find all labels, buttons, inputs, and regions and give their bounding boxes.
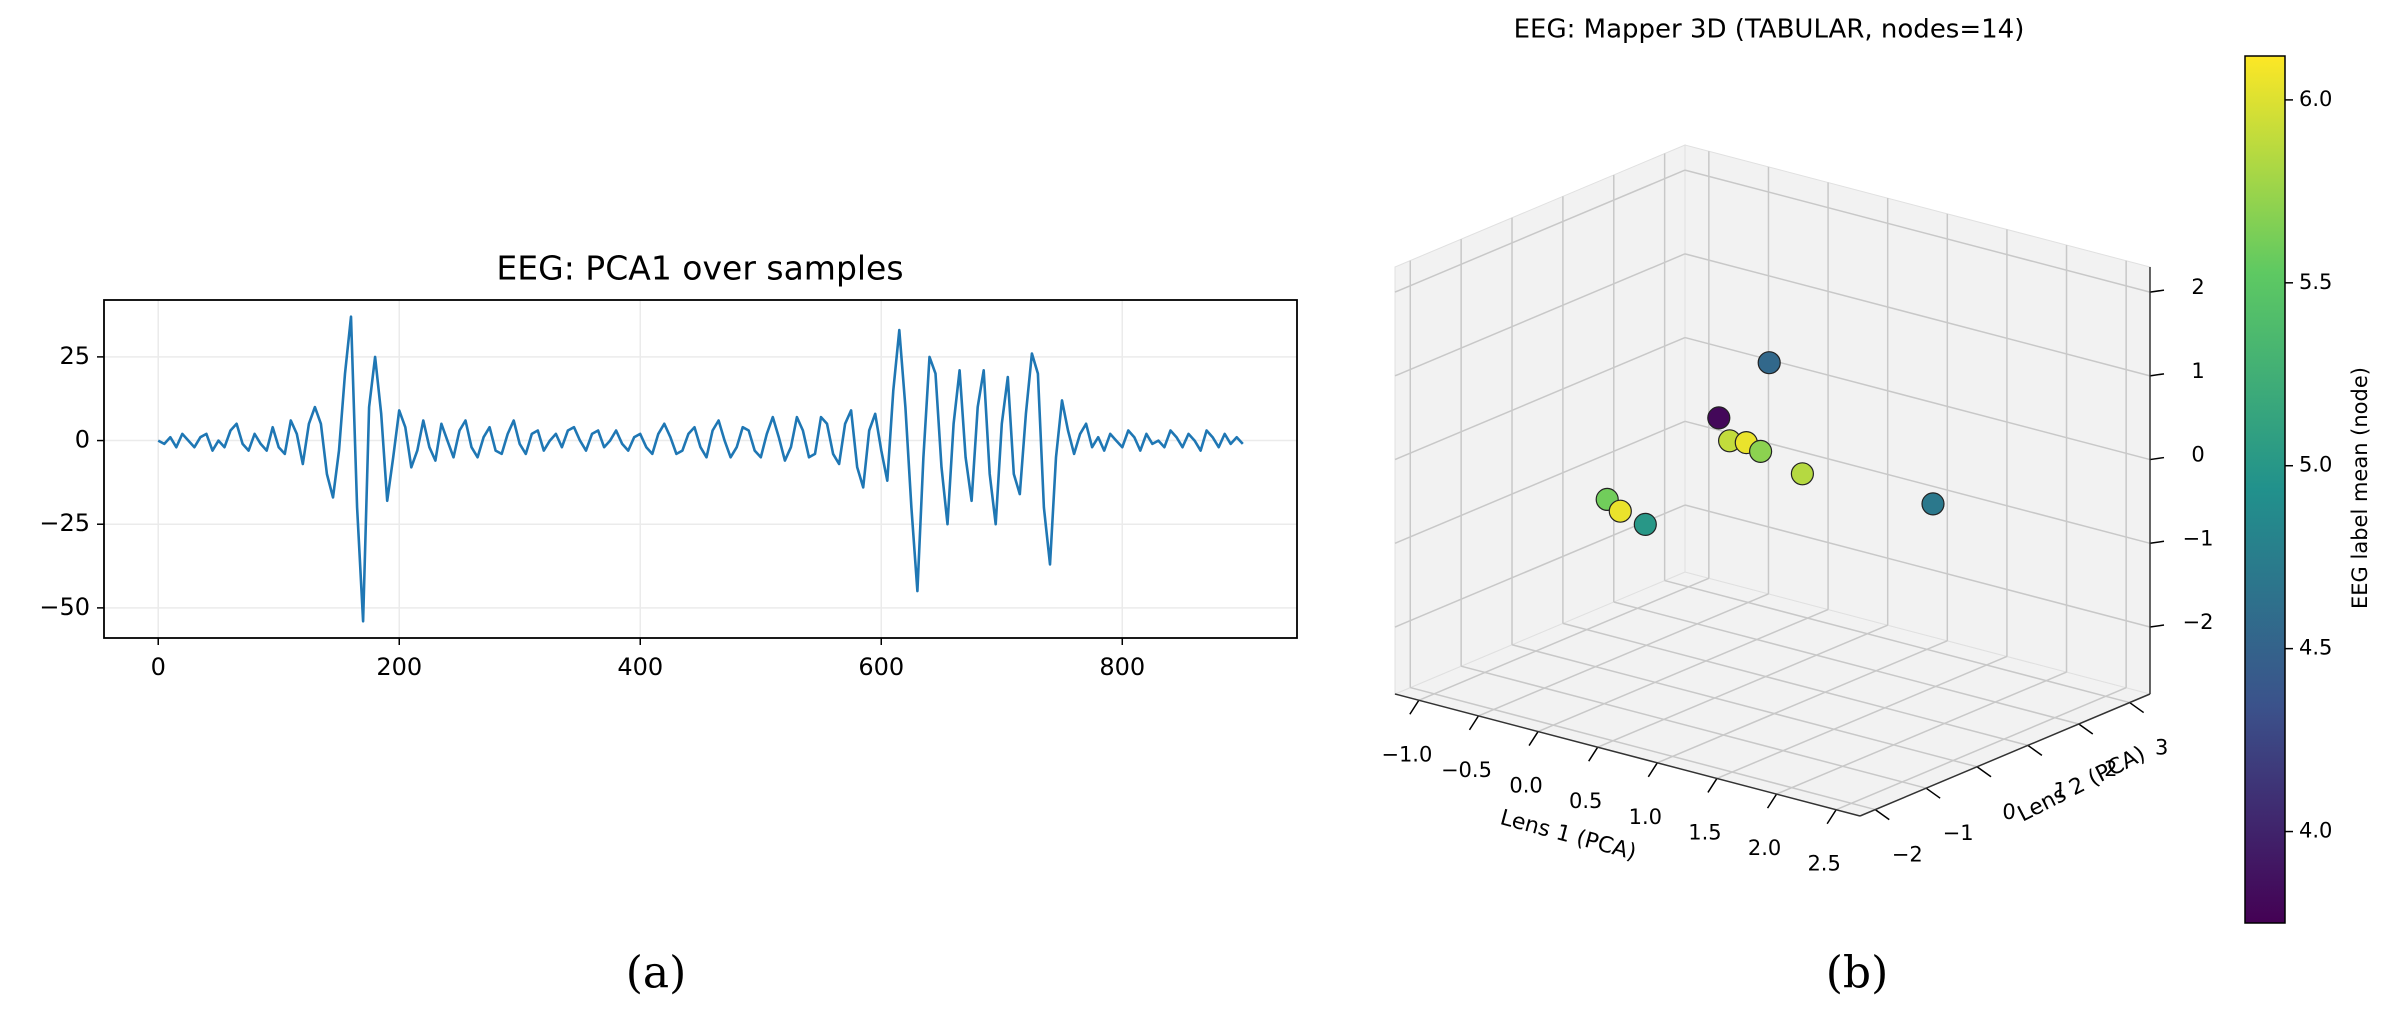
y-tick [2078, 723, 2094, 735]
y-axis [1859, 693, 2151, 817]
grid-line [1684, 504, 2151, 628]
caption: (b) [1826, 948, 1889, 999]
y-tick-label: 25 [59, 342, 90, 370]
x-tick [1409, 699, 1420, 715]
grid-line [1394, 420, 1686, 544]
grid-line [1684, 253, 2151, 377]
grid-line [1613, 601, 2079, 725]
y-tick-label: −1 [1943, 821, 1974, 845]
x-tick-label: 2.0 [1748, 836, 1781, 860]
z-tick [2149, 373, 2165, 377]
x-tick [1766, 793, 1778, 809]
colorbar-tick-label: 4.0 [2299, 819, 2332, 843]
colorbar-tick-label: 6.0 [2299, 87, 2332, 111]
grid-line [1684, 169, 2151, 293]
grid-line [1410, 686, 1876, 811]
node [1757, 351, 1781, 375]
node [1921, 492, 1945, 516]
grid-line [1562, 622, 2029, 747]
x-tick [1528, 731, 1539, 746]
x-tick [1588, 746, 1599, 762]
z-tick-label: 0 [2191, 443, 2204, 467]
x-tick-label: −0.5 [1441, 758, 1492, 782]
y-tick [2027, 744, 2043, 756]
colorbar [2244, 55, 2286, 924]
y-tick [2129, 701, 2145, 714]
y-tick-label: −50 [39, 593, 90, 621]
y-tick-label: −25 [39, 509, 90, 537]
z-tick [2149, 289, 2165, 293]
x-tick-label: 200 [376, 653, 422, 681]
x-axis [1394, 693, 1861, 817]
grid-line [1664, 579, 2130, 704]
x-tick-label: 600 [858, 653, 904, 681]
x-tick-label: 800 [1099, 653, 1145, 681]
z-tick [2149, 540, 2165, 545]
grid-line [1835, 687, 2127, 811]
colorbar-label: EEG label mean (node) [2348, 367, 2372, 609]
x-tick [1707, 778, 1718, 793]
z-tick-label: 2 [2191, 275, 2204, 299]
x-tick-label: 1.5 [1688, 820, 1721, 844]
grid-line [1716, 655, 2008, 780]
x-tick-label: 0.5 [1569, 789, 1602, 813]
y-tick-label: −2 [1892, 843, 1923, 867]
x-tick-label: 2.5 [1807, 852, 1840, 876]
grid-line [1657, 640, 1948, 764]
grid-line [1776, 671, 2067, 795]
plot-frame [103, 299, 1298, 639]
z-tick [2149, 624, 2165, 628]
grid-line [1537, 608, 1829, 733]
y-tick-label: 0 [2002, 800, 2015, 824]
x-tick [1826, 809, 1837, 825]
x-axis-label: Lens 1 (PCA) [1497, 805, 1638, 865]
node [1707, 406, 1731, 430]
z-tick-label: 1 [2191, 359, 2204, 383]
y-tick [1874, 808, 1890, 821]
z-tick-label: −1 [2183, 526, 2214, 550]
y-tick-label: 2 [2104, 757, 2117, 781]
z-tick-label: −2 [2183, 610, 2214, 634]
y-tick [1925, 787, 1941, 799]
y-tick [1976, 766, 1992, 778]
x-tick [1468, 715, 1480, 731]
chart-title: EEG: PCA1 over samples [496, 249, 903, 288]
x-tick-label: 0.0 [1509, 774, 1542, 798]
x-tick-label: 0 [151, 653, 166, 681]
grid-line [1394, 253, 1686, 377]
node [1748, 439, 1773, 463]
node [1790, 462, 1815, 486]
grid-line [1478, 593, 1769, 717]
grid-line [1394, 169, 1686, 293]
grid-line [1394, 336, 1686, 461]
grid-line [1418, 577, 1710, 701]
grid-line [1511, 644, 1978, 768]
x-tick-label: 1.0 [1629, 805, 1662, 829]
grid-line [1597, 624, 1888, 748]
colorbar-tick-label: 4.5 [2299, 636, 2332, 660]
colorbar-tick-label: 5.5 [2299, 270, 2332, 294]
node [1608, 499, 1632, 523]
caption: (a) [626, 948, 687, 999]
z-tick [2149, 456, 2165, 461]
grid-line [1460, 665, 1927, 789]
node [1633, 512, 1657, 537]
y-tick-label: 0 [75, 426, 90, 454]
x-tick-label: 400 [617, 653, 663, 681]
y-tick-label: 3 [2155, 736, 2168, 760]
chart-title: EEG: Mapper 3D (TABULAR, nodes=14) [1514, 15, 2025, 45]
line-series [157, 315, 1244, 623]
colorbar-tick-label: 5.0 [2299, 453, 2332, 477]
y-axis-label: Lens 2 (PCA) [2014, 742, 2150, 828]
y-tick-label: 1 [2053, 778, 2066, 802]
x-tick-label: −1.0 [1381, 742, 1432, 766]
x-tick [1647, 762, 1658, 778]
